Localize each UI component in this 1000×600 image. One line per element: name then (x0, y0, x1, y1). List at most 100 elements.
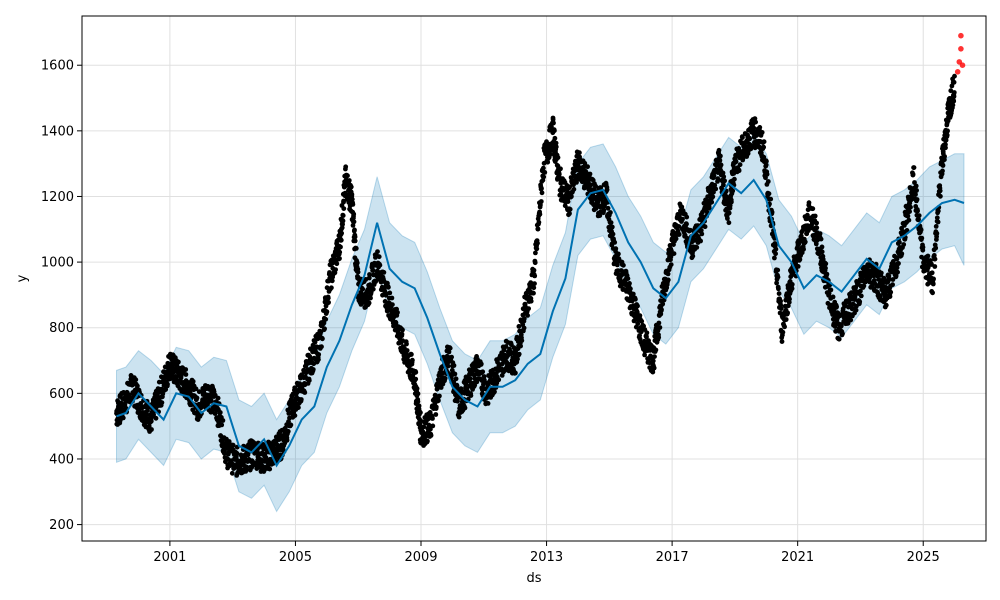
observation-point (894, 265, 900, 271)
observation-point (366, 275, 372, 281)
observation-point (425, 438, 430, 444)
observation-point (341, 198, 346, 204)
observation-point (775, 274, 781, 280)
observation-point (913, 183, 919, 189)
observation-point (647, 360, 652, 366)
observation-point (656, 335, 662, 340)
observation-point (219, 422, 225, 428)
observation-point (319, 344, 324, 350)
x-axis-ticks: 2001 2005 2009 2013 2017 2021 2025 (153, 541, 940, 565)
observation-point (442, 376, 448, 381)
observation-point (352, 238, 358, 244)
observation-point (145, 408, 150, 413)
observation-point (400, 327, 405, 333)
observation-point (552, 128, 557, 134)
observation-point (538, 199, 544, 204)
observation-point (929, 270, 935, 276)
observation-point (951, 90, 957, 95)
observation-point (676, 232, 682, 237)
observation-point (684, 214, 690, 220)
observation-point (312, 339, 318, 345)
observation-point (404, 341, 409, 347)
observation-point (532, 260, 538, 266)
observation-point (890, 282, 895, 288)
observation-point (772, 255, 777, 261)
observation-point (288, 422, 294, 428)
observation-point (931, 276, 936, 282)
observation-point (521, 325, 527, 331)
observation-point (516, 324, 522, 329)
observation-point (452, 371, 458, 377)
observation-point (637, 313, 643, 318)
observation-point (525, 313, 530, 318)
observation-point (830, 294, 836, 300)
observation-point (414, 386, 420, 391)
observation-point (895, 269, 900, 275)
observation-point (802, 239, 808, 245)
observation-point (940, 168, 945, 174)
observation-point (351, 211, 357, 217)
observation-point (410, 357, 415, 363)
observation-point (789, 286, 795, 291)
observation-point (541, 165, 546, 171)
observation-point (585, 164, 590, 170)
observation-point (747, 136, 753, 142)
observation-point (553, 144, 559, 150)
observation-point (366, 300, 372, 306)
observation-point (787, 296, 792, 302)
observation-point (736, 168, 742, 174)
observation-point (782, 324, 787, 330)
observation-point (381, 270, 387, 275)
observation-point (823, 265, 828, 271)
observation-point (340, 218, 346, 224)
observation-point (761, 139, 767, 145)
observation-point (267, 466, 273, 472)
observation-point (934, 231, 940, 236)
observation-point (886, 276, 892, 282)
observation-point (660, 301, 666, 307)
observation-point (605, 205, 611, 211)
observation-point (951, 98, 957, 104)
observation-point (720, 170, 726, 176)
observation-point (665, 271, 671, 277)
observation-point (501, 347, 507, 353)
observation-point (558, 166, 563, 172)
observation-point (310, 367, 316, 372)
observation-point (467, 376, 473, 382)
observation-point (276, 437, 282, 442)
observation-point (468, 393, 474, 398)
observation-point (513, 370, 518, 376)
observation-point (302, 390, 308, 395)
observation-point (322, 326, 327, 332)
observation-point (740, 135, 745, 141)
observation-point (935, 219, 941, 225)
observation-point (133, 377, 139, 383)
x-tick-label: 2013 (530, 550, 563, 565)
observation-point (934, 215, 940, 221)
observation-point (386, 284, 391, 290)
observation-point (763, 162, 769, 168)
observation-point (671, 251, 677, 256)
observation-point (698, 238, 703, 244)
observation-point (351, 219, 357, 225)
observation-point (413, 376, 419, 382)
observation-point (143, 412, 149, 417)
observation-point (537, 211, 543, 217)
observation-point (820, 256, 826, 262)
observation-point (933, 245, 939, 251)
observation-point (349, 192, 355, 197)
observation-point (516, 351, 522, 357)
observation-point (828, 287, 834, 293)
observation-point (608, 210, 613, 215)
observation-point (601, 207, 607, 213)
observation-point (532, 281, 537, 286)
observation-point (547, 151, 553, 157)
y-tick-label: 400 (49, 452, 74, 467)
observation-point (778, 306, 784, 311)
observation-point (783, 317, 789, 322)
observation-point (768, 196, 774, 202)
observation-point (932, 256, 938, 262)
observation-point (680, 216, 685, 222)
observation-point (368, 295, 373, 301)
observation-point (245, 452, 251, 458)
